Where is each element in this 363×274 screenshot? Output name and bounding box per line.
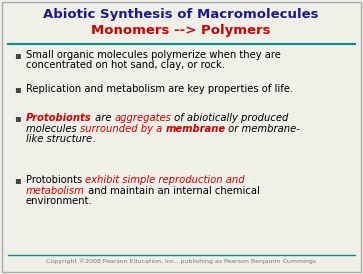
Text: ▪: ▪ xyxy=(14,175,21,185)
Text: metabolism: metabolism xyxy=(26,185,85,196)
Text: are: are xyxy=(92,113,114,123)
Text: environment.: environment. xyxy=(26,196,93,206)
Text: Protobionts: Protobionts xyxy=(26,175,85,185)
Text: ▪: ▪ xyxy=(14,113,21,123)
Text: .: . xyxy=(92,134,95,144)
Text: Abiotic Synthesis of Macromolecules: Abiotic Synthesis of Macromolecules xyxy=(43,8,319,21)
Text: Copyright ©2008 Pearson Education, Inc., publishing as Pearson Benjamin Cummings: Copyright ©2008 Pearson Education, Inc.,… xyxy=(46,258,316,264)
Text: Monomers --> Polymers: Monomers --> Polymers xyxy=(91,24,271,37)
Text: and maintain an internal chemical: and maintain an internal chemical xyxy=(85,185,260,196)
Text: Small organic molecules polymerize when they are: Small organic molecules polymerize when … xyxy=(26,50,281,60)
Text: of abiotically produced: of abiotically produced xyxy=(171,113,289,123)
Text: aggregates: aggregates xyxy=(114,113,171,123)
Text: molecules: molecules xyxy=(26,124,80,133)
Text: Replication and metabolism are key properties of life.: Replication and metabolism are key prope… xyxy=(26,84,293,94)
Text: like structure: like structure xyxy=(26,134,92,144)
Text: membrane: membrane xyxy=(165,124,225,133)
Text: exhibit simple reproduction and: exhibit simple reproduction and xyxy=(85,175,245,185)
Text: ▪: ▪ xyxy=(14,50,21,60)
Text: or membrane-: or membrane- xyxy=(225,124,300,133)
Text: surrounded by a: surrounded by a xyxy=(80,124,165,133)
Text: concentrated on hot sand, clay, or rock.: concentrated on hot sand, clay, or rock. xyxy=(26,61,225,70)
Text: ▪: ▪ xyxy=(14,84,21,94)
Text: Protobionts: Protobionts xyxy=(26,113,92,123)
